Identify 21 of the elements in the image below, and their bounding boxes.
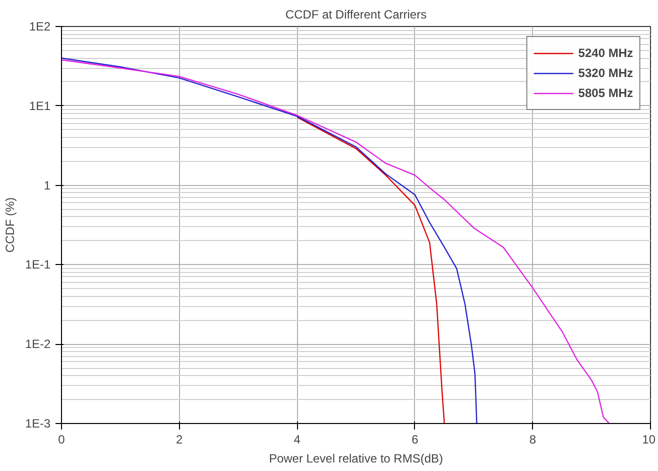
legend-label: 5240 MHz [578, 46, 633, 60]
y-axis-title: CCDF (%) [3, 197, 18, 253]
y-tick-label: 1 [44, 178, 51, 192]
legend-label: 5805 MHz [578, 86, 633, 100]
legend-label: 5320 MHz [578, 66, 633, 80]
x-axis-title: Power Level relative to RMS(dB) [268, 452, 444, 466]
x-tick-label: 2 [176, 432, 183, 446]
x-tick-label: 6 [412, 432, 419, 446]
line-series [62, 59, 610, 424]
x-tick-label: 0 [58, 432, 66, 446]
chart-title: CCDF at Different Carriers [285, 8, 427, 22]
line-series [296, 116, 445, 424]
line-series [62, 57, 478, 424]
y-tick-label: 1E-1 [25, 258, 51, 272]
y-tick-label: 1E1 [29, 98, 51, 113]
y-tick-label: 1E2 [29, 20, 51, 34]
x-tick-label: 8 [529, 432, 536, 446]
x-tick-label: 4 [294, 432, 301, 446]
y-tick-label: 1E-3 [25, 416, 51, 430]
x-tick-label: 10 [642, 432, 656, 446]
y-tick-label: 1E-2 [25, 337, 51, 352]
